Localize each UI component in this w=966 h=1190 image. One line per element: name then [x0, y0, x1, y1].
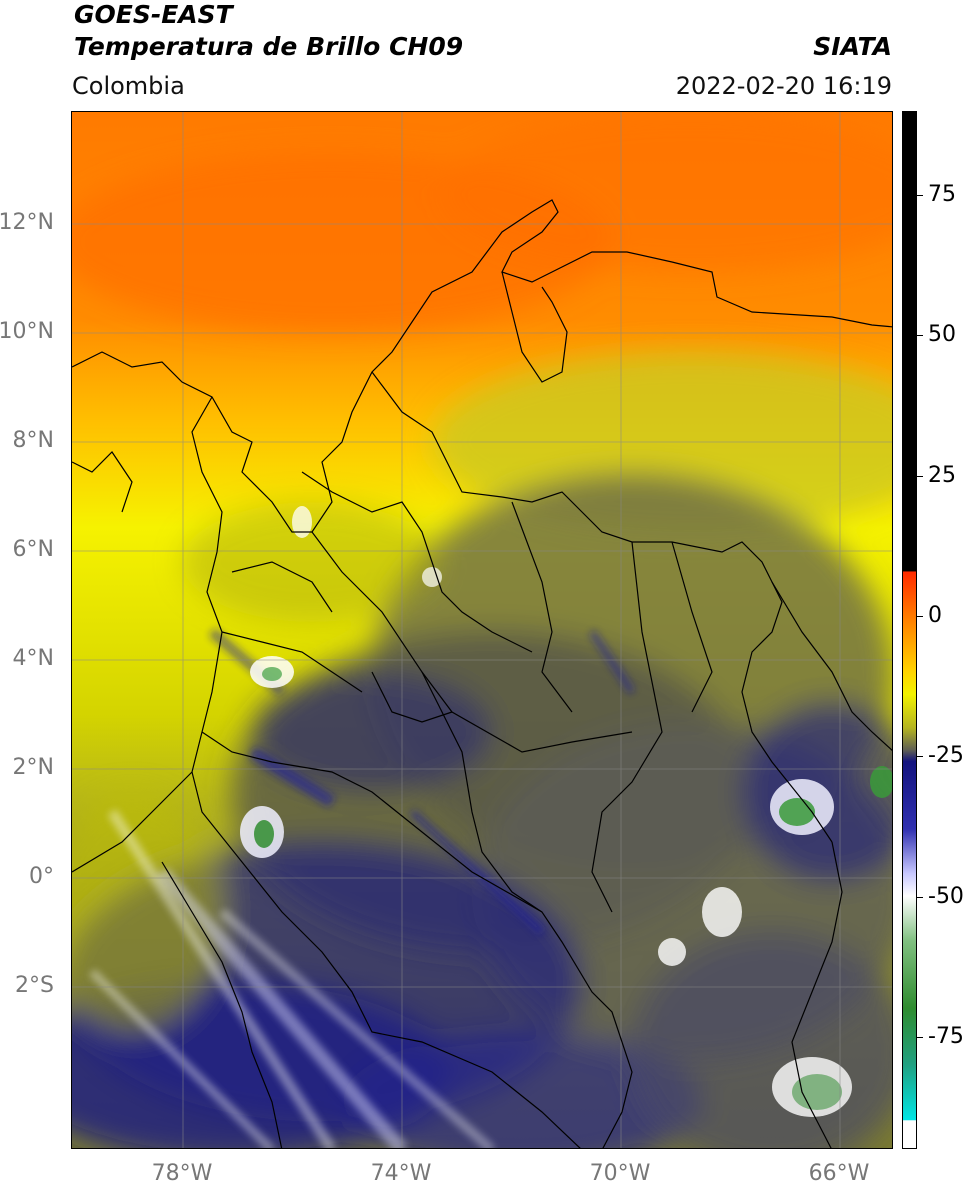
region-label: Colombia: [72, 72, 185, 100]
lon-label-74w: 74°W: [370, 1161, 432, 1186]
datetime-label: 2022-02-20 16:19: [675, 72, 892, 100]
title-goes-east: GOES-EAST: [74, 0, 233, 29]
lon-label-70w: 70°W: [589, 1161, 651, 1186]
satellite-image: [72, 112, 892, 1148]
title-product: Temperatura de Brillo CH09: [74, 32, 464, 61]
satellite-map: [71, 111, 893, 1149]
convective-cells: [240, 506, 892, 1117]
colorbar-tick-mark: [917, 475, 923, 477]
cold-cloud-streaks: [89, 628, 635, 1148]
colorbar-tick-mark: [917, 615, 923, 617]
colorbar-tick-label: -75: [928, 1023, 964, 1049]
colorbar-tick-mark: [917, 335, 923, 337]
colorbar-tick-mark: [917, 756, 923, 758]
colorbar-tick-label: 50: [928, 322, 956, 348]
lat-label-6n: 6°N: [12, 537, 54, 562]
temperature-fields: [72, 112, 892, 1148]
lat-label-8n: 8°N: [12, 428, 54, 453]
colorbar-tick-label: -50: [928, 883, 964, 909]
lon-label-78w: 78°W: [151, 1161, 213, 1186]
lat-label-2n: 2°N: [12, 755, 54, 780]
org-label: SIATA: [813, 32, 892, 61]
colorbar-tick-label: 75: [928, 182, 956, 208]
lat-label-4n: 4°N: [12, 646, 54, 671]
colorbar-tick-label: 25: [928, 462, 956, 488]
lat-label-2s: 2°S: [15, 973, 54, 998]
colorbar: [902, 111, 917, 1149]
colorbar-tick-label: 0: [928, 602, 942, 628]
lat-label-0: 0°: [29, 864, 54, 889]
colorbar-tick-mark: [917, 195, 923, 197]
lon-label-66w: 66°W: [808, 1161, 870, 1186]
lat-label-12n: 12°N: [0, 210, 54, 235]
colorbar-tick-mark: [917, 896, 923, 898]
coastlines-and-borders: [72, 199, 892, 1148]
lat-label-10n: 10°N: [0, 319, 54, 344]
colorbar-tick-label: -25: [928, 743, 964, 769]
grid-lines: [72, 112, 892, 1148]
colorbar-tick-mark: [917, 1036, 923, 1038]
